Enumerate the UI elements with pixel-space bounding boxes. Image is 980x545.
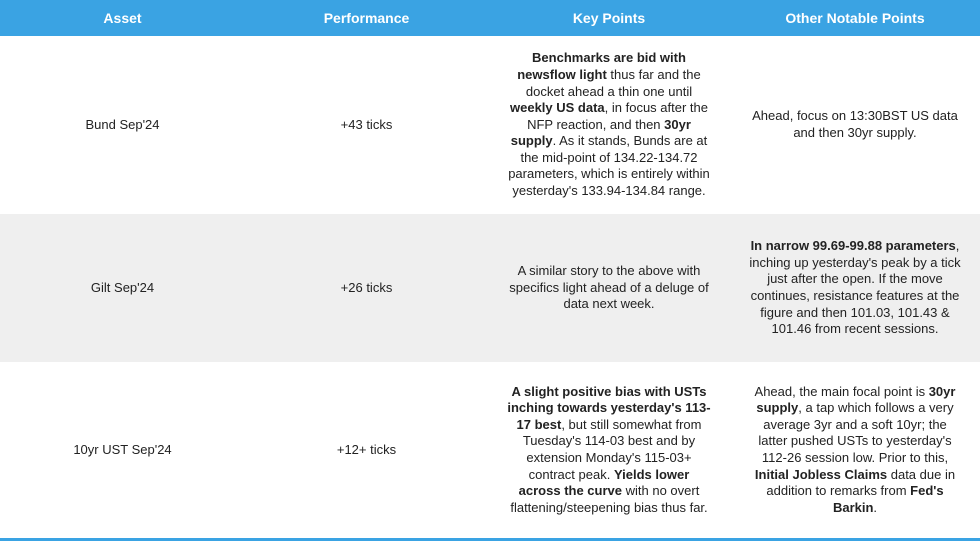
text-run: A similar story to the above with specif…	[509, 263, 709, 312]
table-cell: A similar story to the above with specif…	[488, 214, 730, 362]
cell-text: A slight positive bias with USTs inching…	[507, 384, 712, 517]
table-row: 10yr UST Sep'24 +12+ ticks A slight positi…	[0, 362, 980, 540]
cell-text: Ahead, focus on 13:30BST US data and the…	[747, 108, 963, 141]
cell-text: Bund Sep'24	[0, 117, 245, 134]
text-run: data due in addition to remarks from	[766, 466, 956, 499]
header-cell: Asset	[0, 0, 245, 36]
text-run: Ahead, the main focal point is	[754, 383, 929, 399]
cell-text: Ahead, the main focal point is 30yr supp…	[747, 384, 963, 517]
header-cell: Key Points	[488, 0, 730, 36]
table-cell: Ahead, focus on 13:30BST US data and the…	[730, 36, 980, 214]
text-run: Bund Sep'24	[85, 116, 160, 132]
bold-run: 30yr supply	[756, 383, 956, 416]
bold-run: A slight positive bias with USTs inching…	[507, 383, 711, 432]
cell-text: 10yr UST Sep'24	[0, 442, 245, 459]
cell-text: +26 ticks	[245, 280, 488, 297]
text-run: .	[873, 499, 878, 515]
table-cell: A slight positive bias with USTs inching…	[488, 362, 730, 540]
cell-text: A similar story to the above with specif…	[507, 263, 712, 313]
text-run: +43 ticks	[340, 116, 393, 132]
table-row: Gilt Sep'24 +26 ticks A similar story to t…	[0, 214, 980, 362]
table-cell: +26 ticks	[245, 214, 488, 362]
table-cell: Benchmarks are bid with newsflow light t…	[488, 36, 730, 214]
table-cell: 10yr UST Sep'24	[0, 362, 245, 540]
bold-run: Benchmarks are bid with newsflow light	[517, 50, 686, 82]
cell-text: +12+ ticks	[245, 442, 488, 459]
bold-run: Yields lower across the curve	[518, 466, 690, 499]
bold-run: Fed's Barkin	[832, 483, 944, 515]
table-cell: In narrow 99.69-99.88 parameters, inchin…	[730, 214, 980, 362]
cell-text: Gilt Sep'24	[0, 280, 245, 297]
text-run: 10yr UST Sep'24	[73, 441, 172, 457]
header-cell: Other Notable Points	[730, 0, 980, 36]
bold-run: In narrow 99.69-99.88 parameters	[750, 238, 956, 254]
text-run: thus far and the docket ahead a thin one…	[525, 66, 701, 99]
cell-text: +43 ticks	[245, 117, 488, 134]
text-run: , in focus after the NFP reaction, and t…	[527, 100, 708, 132]
text-run: +12+ ticks	[336, 441, 397, 457]
table-cell: +43 ticks	[245, 36, 488, 214]
header-row: Asset Performance Key Points Other Notable …	[0, 0, 980, 36]
text-run: . As it stands, Bunds are at the mid-poi…	[508, 133, 710, 199]
bold-run: 30yr supply	[510, 116, 691, 149]
cell-text: Benchmarks are bid with newsflow light t…	[507, 50, 712, 199]
cell-text: In narrow 99.69-99.88 parameters, inchin…	[747, 238, 963, 338]
text-run: with no overt flattening/steepening bias…	[510, 483, 708, 515]
text-run: Gilt Sep'24	[90, 279, 155, 295]
text-run: , a tap which follows a very average 3yr…	[758, 400, 954, 465]
table-cell: Ahead, the main focal point is 30yr supp…	[730, 362, 980, 540]
table-cell: Gilt Sep'24	[0, 214, 245, 362]
header-cell: Performance	[245, 0, 488, 36]
table-cell: Bund Sep'24	[0, 36, 245, 214]
text-run: , but still somewhat from Tuesday's 114-…	[522, 416, 702, 482]
table-row: Bund Sep'24 +43 ticks Benchmarks are bid w…	[0, 36, 980, 214]
text-run: Ahead, focus on 13:30BST US data and the…	[752, 108, 958, 140]
bold-run: Initial Jobless Claims	[754, 466, 888, 482]
text-run: , inching up yesterday's peak by a tick …	[749, 238, 961, 337]
bold-run: weekly US data	[510, 100, 605, 116]
table-cell: +12+ ticks	[245, 362, 488, 540]
text-run: +26 ticks	[340, 279, 393, 295]
